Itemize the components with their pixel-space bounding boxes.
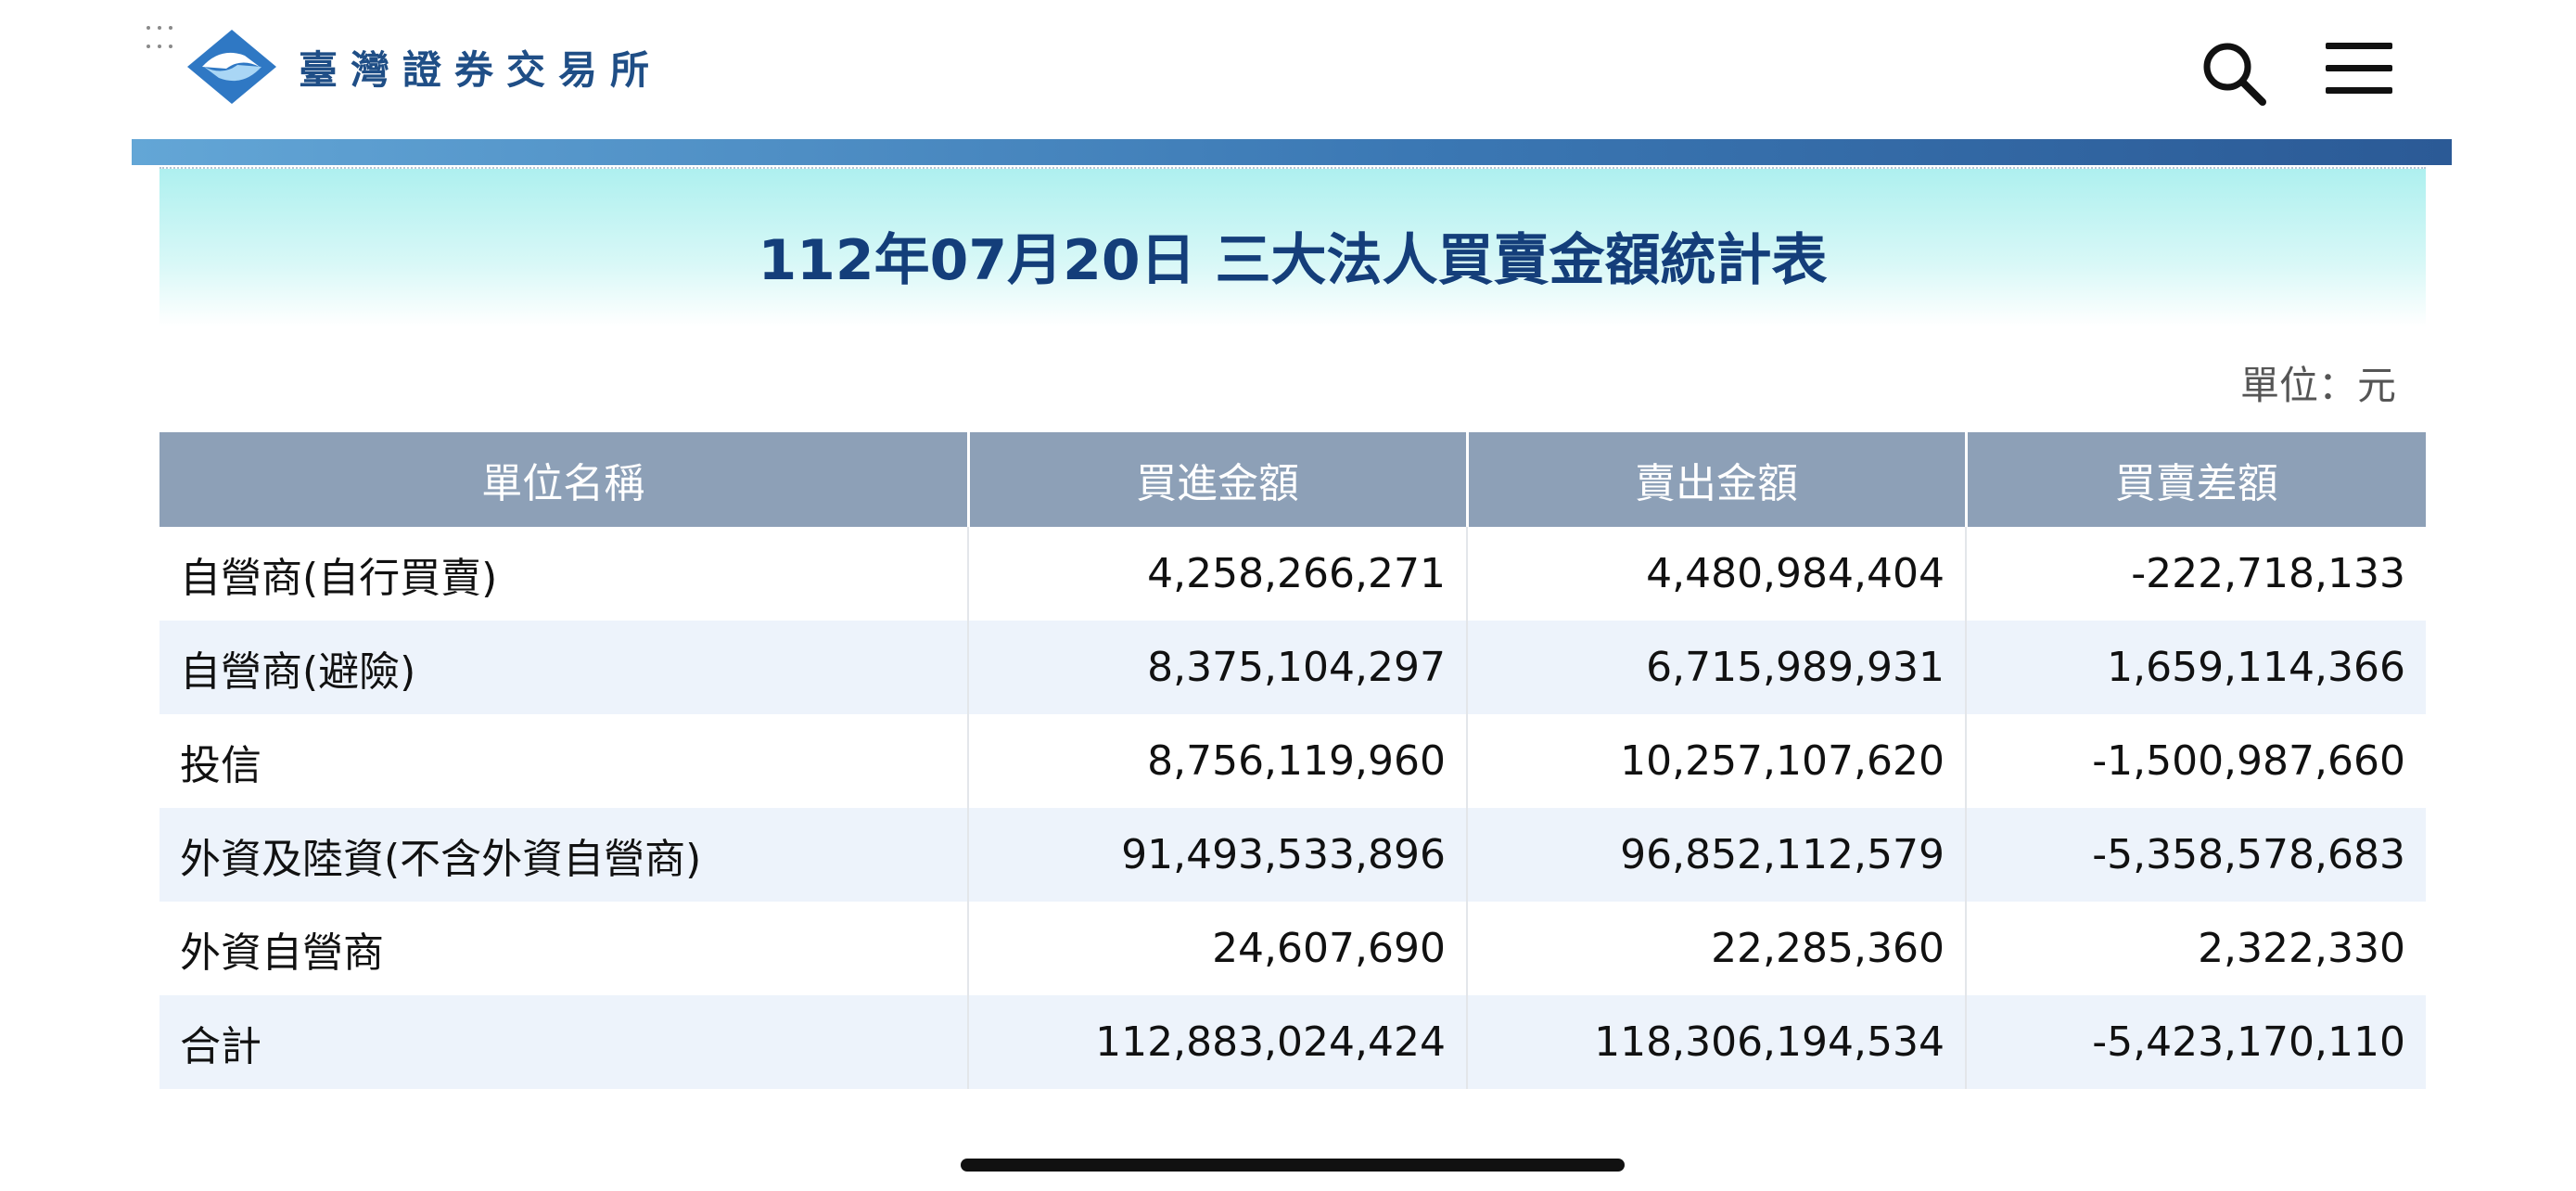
- row-name: 自營商(避險): [159, 621, 969, 714]
- table-row-total: 合計 112,883,024,424 118,306,194,534 -5,42…: [159, 995, 2426, 1089]
- row-sell: 6,715,989,931: [1467, 621, 1967, 714]
- row-buy: 91,493,533,896: [968, 808, 1468, 902]
- row-diff: -5,358,578,683: [1966, 808, 2426, 902]
- row-sell: 118,306,194,534: [1467, 995, 1967, 1089]
- row-name: 外資自營商: [159, 902, 969, 995]
- unit-label: 單位：元: [2239, 363, 2396, 408]
- row-diff: 2,322,330: [2198, 925, 2405, 972]
- row-name: 自營商(自行買賣): [159, 527, 969, 621]
- row-diff: -1,500,987,660: [2092, 737, 2405, 785]
- column-header-sell: 賣出金額: [1467, 432, 1968, 527]
- column-header-buy: 買進金額: [968, 432, 1469, 527]
- row-buy: 24,607,690: [968, 902, 1468, 995]
- row-diff: -5,423,170,110: [1966, 995, 2426, 1089]
- hamburger-menu-icon: [2326, 43, 2392, 49]
- menu-button[interactable]: [2322, 43, 2400, 98]
- table-row: 外資及陸資(不含外資自營商) 91,493,533,896 96,852,112…: [159, 808, 2426, 902]
- table-header-row: 單位名稱 買進金額 賣出金額 買賣差額: [159, 432, 2426, 527]
- column-header-diff: 買賣差額: [1966, 432, 2426, 527]
- logo-text: 臺灣證券交易所: [299, 46, 663, 93]
- title-band: 112年07月20日 三大法人買賣金額統計表: [159, 167, 2426, 327]
- row-sell: 96,852,112,579: [1467, 808, 1967, 902]
- row-diff: -222,718,133: [2131, 550, 2405, 597]
- row-buy: 8,756,119,960: [968, 714, 1468, 808]
- twse-logo[interactable]: 臺灣證券交易所: [184, 28, 662, 106]
- multitasking-dots-icon[interactable]: [147, 26, 180, 50]
- twse-logo-icon: [187, 30, 276, 104]
- table-row: 投信 8,756,119,960 10,257,107,620 -1,500,9…: [159, 714, 2426, 808]
- table-row: 外資自營商 24,607,690 22,285,360 2,322,330: [159, 902, 2426, 995]
- row-name: 外資及陸資(不含外資自營商): [159, 808, 969, 902]
- row-sell: 4,480,984,404: [1467, 527, 1967, 621]
- column-header-name: 單位名稱: [159, 432, 970, 527]
- row-buy: 8,375,104,297: [968, 621, 1468, 714]
- institutional-trading-table: 單位名稱 買進金額 賣出金額 買賣差額 自營商(自行買賣) 4,258,266,…: [159, 432, 2426, 1089]
- accent-bar: [132, 139, 2452, 165]
- row-buy: 4,258,266,271: [968, 527, 1468, 621]
- table-row: 自營商(避險) 8,375,104,297 6,715,989,931 1,65…: [159, 621, 2426, 714]
- row-name: 合計: [159, 995, 969, 1089]
- home-indicator[interactable]: [961, 1159, 1625, 1172]
- row-sell: 22,285,360: [1467, 902, 1967, 995]
- search-icon: [2203, 43, 2266, 106]
- row-name: 投信: [159, 714, 969, 808]
- row-buy: 112,883,024,424: [968, 995, 1468, 1089]
- table-row: 自營商(自行買賣) 4,258,266,271 4,480,984,404 -2…: [159, 527, 2426, 621]
- page-title: 112年07月20日 三大法人買賣金額統計表: [758, 228, 1828, 293]
- row-sell: 10,257,107,620: [1467, 714, 1967, 808]
- row-diff: 1,659,114,366: [1966, 621, 2426, 714]
- search-button[interactable]: [2198, 37, 2272, 111]
